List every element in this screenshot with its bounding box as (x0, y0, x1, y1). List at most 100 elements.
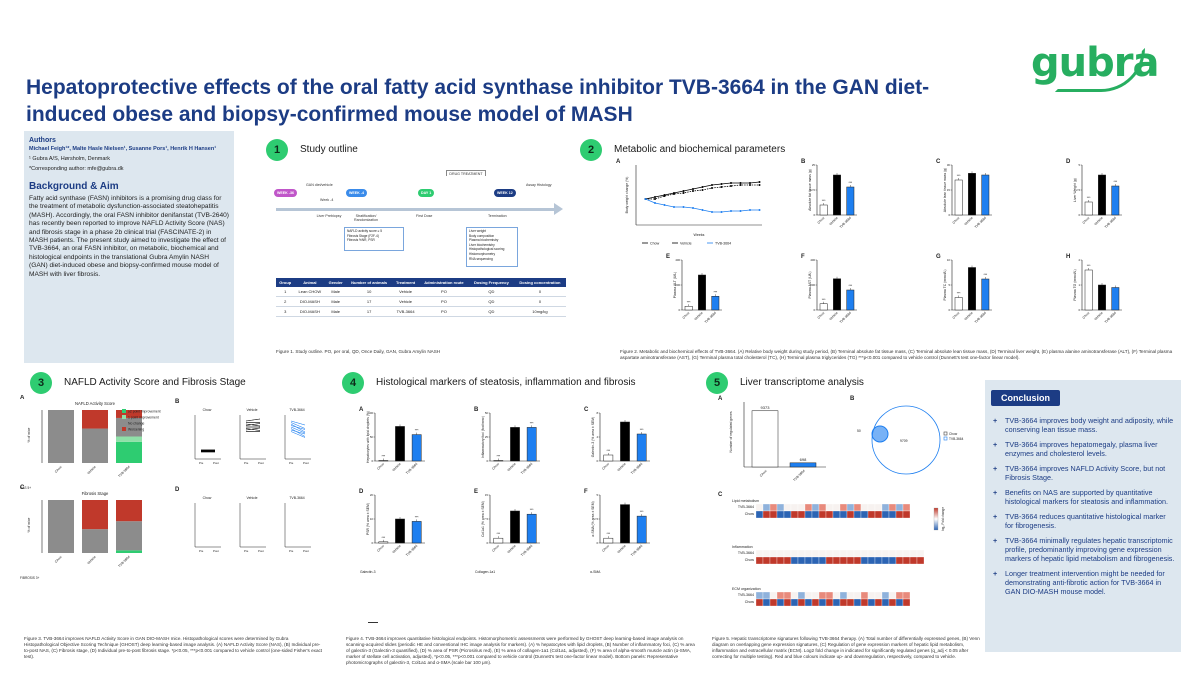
heatmap-cell (839, 591, 848, 600)
y-tick-label: 10 (947, 258, 951, 262)
section-1-number: 1 (266, 139, 288, 161)
y-tick-label: 20 (370, 493, 374, 497)
prebiopsy-item: NAFLD activity score ≥ 5 (347, 229, 383, 233)
stain-label: Collagen-1a1 (475, 570, 495, 574)
y-tick-label: 1 (1078, 283, 1080, 287)
heatmap-cell (818, 510, 827, 519)
heatmap-cell (776, 503, 785, 512)
legend-label: Chow (650, 242, 660, 246)
stacked-segment (48, 410, 74, 463)
significance-label: *** (1087, 196, 1091, 200)
table-cell: Male (325, 306, 347, 317)
y-tick-label: 15 (947, 188, 951, 192)
heatmap-cell (867, 503, 876, 512)
heatmap-cell (811, 503, 820, 512)
heatmap-cell (818, 503, 827, 512)
background-text: Fatty acid synthase (FASN) inhibitors is… (29, 195, 229, 278)
heatmap-section-title: Lipid metabolism (732, 499, 759, 503)
y-axis-label: Number of regulated genes (729, 411, 733, 452)
tvb-line-point (711, 211, 713, 213)
table-cell: QD (468, 296, 514, 307)
stacked-segment (116, 441, 142, 463)
x-tick-label: Vehicle (86, 555, 96, 565)
bar (395, 426, 405, 462)
x-tick-label: TVB-3664 (630, 462, 643, 475)
endpoint-item: Liver weight (469, 229, 487, 233)
figure-1-caption: Figure 1. Study outline. PO, per oral, Q… (276, 349, 441, 354)
heatmap-cell (769, 591, 778, 600)
heatmap-cell (881, 503, 890, 512)
y-axis-label: Hepatocytes with lipid droplets (%) (366, 411, 370, 463)
pre-post-label: Post (303, 461, 309, 465)
heatmap-cell (783, 510, 792, 519)
legend-label: 1 point improvement (128, 416, 159, 420)
endpoint-item: Body composition (469, 233, 495, 238)
heatmap-cell (909, 549, 918, 558)
y-axis-label: Plasma AST (U/L) (808, 271, 812, 298)
heatmap-cell (874, 549, 883, 558)
heatmap-cell (846, 598, 855, 607)
y-axis-label: Plasma TC (mmol/L) (943, 269, 947, 300)
significance-label: *** (530, 508, 534, 512)
bar (603, 454, 614, 462)
color-scale-bar (933, 507, 939, 531)
spaghetti-line (245, 428, 261, 431)
heatmap-cell (895, 503, 904, 512)
bar (968, 267, 976, 311)
conclusion-heading: Conclusion (991, 390, 1060, 406)
bar (636, 433, 647, 462)
x-tick-label: Chow (759, 468, 768, 477)
x-tick-label: Vehicle (616, 544, 626, 554)
vehicle-line-point (701, 189, 704, 191)
bar (819, 303, 828, 311)
heatmap-cell (811, 549, 820, 558)
y-tick-label: 0 (371, 459, 373, 463)
x-tick-label: Chow (1082, 310, 1091, 319)
heatmap-cell (846, 556, 855, 565)
heatmap-cell (776, 556, 785, 565)
y-tick-label: 10 (370, 517, 374, 521)
heatmap-cell (888, 549, 897, 558)
bar (711, 296, 720, 311)
heatmap-cell (776, 549, 785, 558)
x-tick-label: Vehicle (963, 216, 973, 226)
color-scale-label: log₂ Fold change (941, 507, 945, 531)
panel-letter: D (175, 487, 180, 493)
heatmap-cell (902, 510, 911, 519)
bar (789, 462, 817, 468)
bar (378, 541, 389, 544)
significance-label: *** (848, 284, 852, 288)
heatmap-cell (881, 591, 890, 600)
table-header-cell: Administration route (418, 278, 469, 287)
tvb-line-point (682, 206, 685, 208)
spaghetti-line (245, 423, 261, 426)
legend-label: ≥2 point improvement (128, 410, 161, 414)
vehicle-line-point (682, 192, 685, 194)
chow-line-point (720, 183, 723, 185)
legend-swatch (122, 427, 126, 431)
y-tick-label: 2.5 (594, 517, 598, 521)
x-tick-label: Vehicle (1093, 216, 1103, 226)
vehicle-line-point (749, 184, 751, 186)
table-cell: QD (468, 306, 514, 317)
legend-label: TVB-3664 (949, 437, 964, 441)
chow-line-point (711, 184, 713, 186)
heatmap-cell (860, 591, 869, 600)
heatmap-cell (874, 591, 883, 600)
heatmap-row-label: Chow (745, 600, 755, 604)
heatmap-cell (762, 503, 771, 512)
tvb-line-point (663, 204, 666, 206)
panel-footer-label: FIBROSIS 3+ (20, 576, 40, 580)
heatmap-cell (860, 510, 869, 519)
heatmap-cell (804, 549, 813, 558)
heatmap-cell (769, 556, 778, 565)
y-tick-label: 0 (678, 308, 680, 312)
chow-line-point (730, 182, 732, 184)
heatmap-cell (874, 556, 883, 565)
heatmap-cell (832, 510, 841, 519)
heatmap-cell (769, 510, 778, 519)
bar (954, 179, 963, 216)
heatmap-cell (895, 591, 904, 600)
